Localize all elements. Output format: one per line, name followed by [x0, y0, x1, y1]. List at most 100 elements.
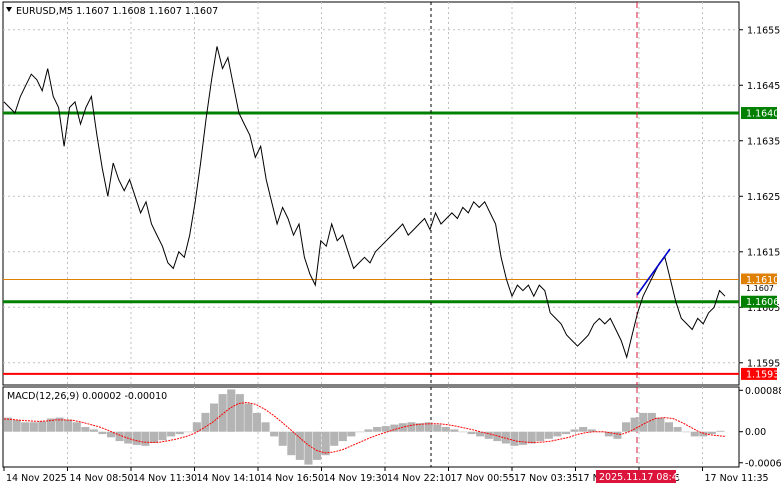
- dropdown-triangle-icon[interactable]: [6, 7, 12, 12]
- macd-bar: [699, 431, 708, 437]
- macd-bar: [656, 417, 665, 432]
- time-tick-label: 17 Nov 00:55: [451, 473, 515, 484]
- price-series-line: [3, 46, 726, 360]
- macd-bar: [192, 422, 201, 432]
- macd-bar: [630, 417, 639, 432]
- time-tick-label: 14 Nov 11:30: [133, 473, 197, 484]
- macd-bar: [639, 412, 648, 432]
- level-badge: [741, 273, 777, 286]
- macd-bar: [252, 412, 261, 432]
- macd-bar: [98, 431, 107, 435]
- price-panel[interactable]: EURUSD,M5 1.1607 1.1608 1.1607 1.1607: [2, 1, 740, 386]
- macd-bar: [132, 431, 141, 445]
- macd-title: MACD(12,26,9) 0.00002 -0.00010: [7, 391, 167, 402]
- macd-bar: [467, 431, 476, 435]
- macd-bar: [321, 431, 330, 456]
- macd-bar: [21, 422, 30, 432]
- macd-bar: [12, 419, 21, 432]
- symbol-line: EURUSD,M5 1.1607 1.1608 1.1607 1.1607: [16, 6, 218, 17]
- macd-bar: [690, 431, 699, 437]
- macd-bar: [647, 412, 656, 432]
- macd-bar: [304, 431, 313, 465]
- macd-bar: [158, 431, 167, 441]
- level-badge-label: 1.1593: [746, 369, 779, 380]
- macd-bar: [330, 431, 339, 446]
- price-tick-label: 1.1635: [747, 136, 780, 147]
- macd-bar: [433, 424, 442, 432]
- macd-bar: [424, 422, 433, 432]
- macd-bar: [510, 431, 519, 446]
- macd-bar: [622, 422, 631, 432]
- macd-bar: [604, 431, 613, 437]
- price-tick-label: 1.1615: [747, 247, 780, 258]
- macd-bar: [4, 417, 13, 432]
- macd-bar: [115, 431, 124, 442]
- macd-bar: [244, 403, 253, 432]
- macd-bar: [347, 431, 356, 437]
- price-tick-label: 1.1655: [747, 25, 780, 36]
- macd-panel[interactable]: MACD(12,26,9) 0.00002 -0.00010: [2, 386, 740, 468]
- time-tick-label: 14 Nov 19:30: [324, 473, 388, 484]
- macd-axis: 0.00088 0.00 -0.00066: [739, 386, 781, 469]
- macd-bar: [338, 431, 347, 442]
- level-badge: [741, 367, 777, 380]
- macd-bar: [46, 418, 55, 432]
- macd-tick-label: 0.00: [745, 427, 766, 438]
- macd-bar: [364, 429, 373, 432]
- macd-bar: [278, 431, 287, 446]
- macd-bar: [527, 431, 536, 444]
- time-tick-label: 17 Nov 03:35: [514, 473, 578, 484]
- macd-histogram: [4, 389, 725, 465]
- current-price-badge: [741, 284, 777, 293]
- time-tick-label: 14 Nov 08:50: [70, 473, 134, 484]
- macd-bar: [175, 431, 184, 435]
- time-marker-label: 2025.11.17 08:40: [599, 472, 684, 483]
- macd-bar: [673, 427, 682, 432]
- macd-bar: [373, 427, 382, 432]
- macd-bar: [313, 431, 322, 460]
- macd-bar: [81, 427, 90, 432]
- macd-bar: [561, 431, 570, 435]
- time-tick-label: 14 Nov 2025: [6, 473, 67, 484]
- price-tick-label: 1.1595: [747, 358, 780, 369]
- macd-bar: [476, 431, 485, 437]
- macd-bar: [64, 419, 73, 432]
- horizontal-levels: [3, 111, 739, 375]
- macd-bar: [716, 430, 725, 432]
- macd-bar: [270, 431, 279, 437]
- macd-bar: [295, 431, 304, 460]
- current-price-label: 1.1607: [746, 284, 774, 293]
- macd-bar: [570, 429, 579, 432]
- time-marker-badge: [596, 470, 676, 483]
- price-panel-frame: [2, 1, 740, 386]
- macd-bar: [544, 431, 553, 439]
- macd-bar: [72, 422, 81, 432]
- macd-bar: [184, 431, 193, 433]
- macd-bar: [519, 431, 528, 445]
- level-badge-label: 1.1610: [746, 275, 779, 286]
- macd-bar: [210, 403, 219, 432]
- price-tick-label: 1.1645: [747, 81, 780, 92]
- macd-bar: [38, 421, 47, 432]
- macd-bar: [141, 431, 150, 446]
- macd-bar: [287, 431, 296, 456]
- price-axis: 1.1655 1.1645 1.1635 1.1625 1.1615 1.1605 1.15…: [739, 25, 780, 380]
- level-badge-label: 1.1640: [746, 109, 779, 120]
- macd-signal-line: [3, 401, 726, 454]
- level-badge: [741, 295, 777, 308]
- time-tick-label: 14 Nov 14:10: [197, 473, 261, 484]
- macd-bar: [613, 431, 622, 439]
- macd-bar: [664, 422, 673, 432]
- macd-bar: [450, 429, 459, 432]
- macd-bar: [493, 431, 502, 442]
- macd-bar: [124, 431, 133, 444]
- macd-bar: [553, 431, 562, 437]
- macd-bar: [707, 431, 716, 435]
- time-axis: 14 Nov 2025 14 Nov 08:50 14 Nov 11:30 14 No…: [3, 467, 769, 484]
- level-badge-label: 1.1606: [746, 297, 779, 308]
- macd-bar: [416, 423, 425, 432]
- macd-bar: [390, 424, 399, 432]
- macd-bar: [355, 431, 364, 433]
- macd-bar: [261, 422, 270, 432]
- macd-bar: [201, 412, 210, 432]
